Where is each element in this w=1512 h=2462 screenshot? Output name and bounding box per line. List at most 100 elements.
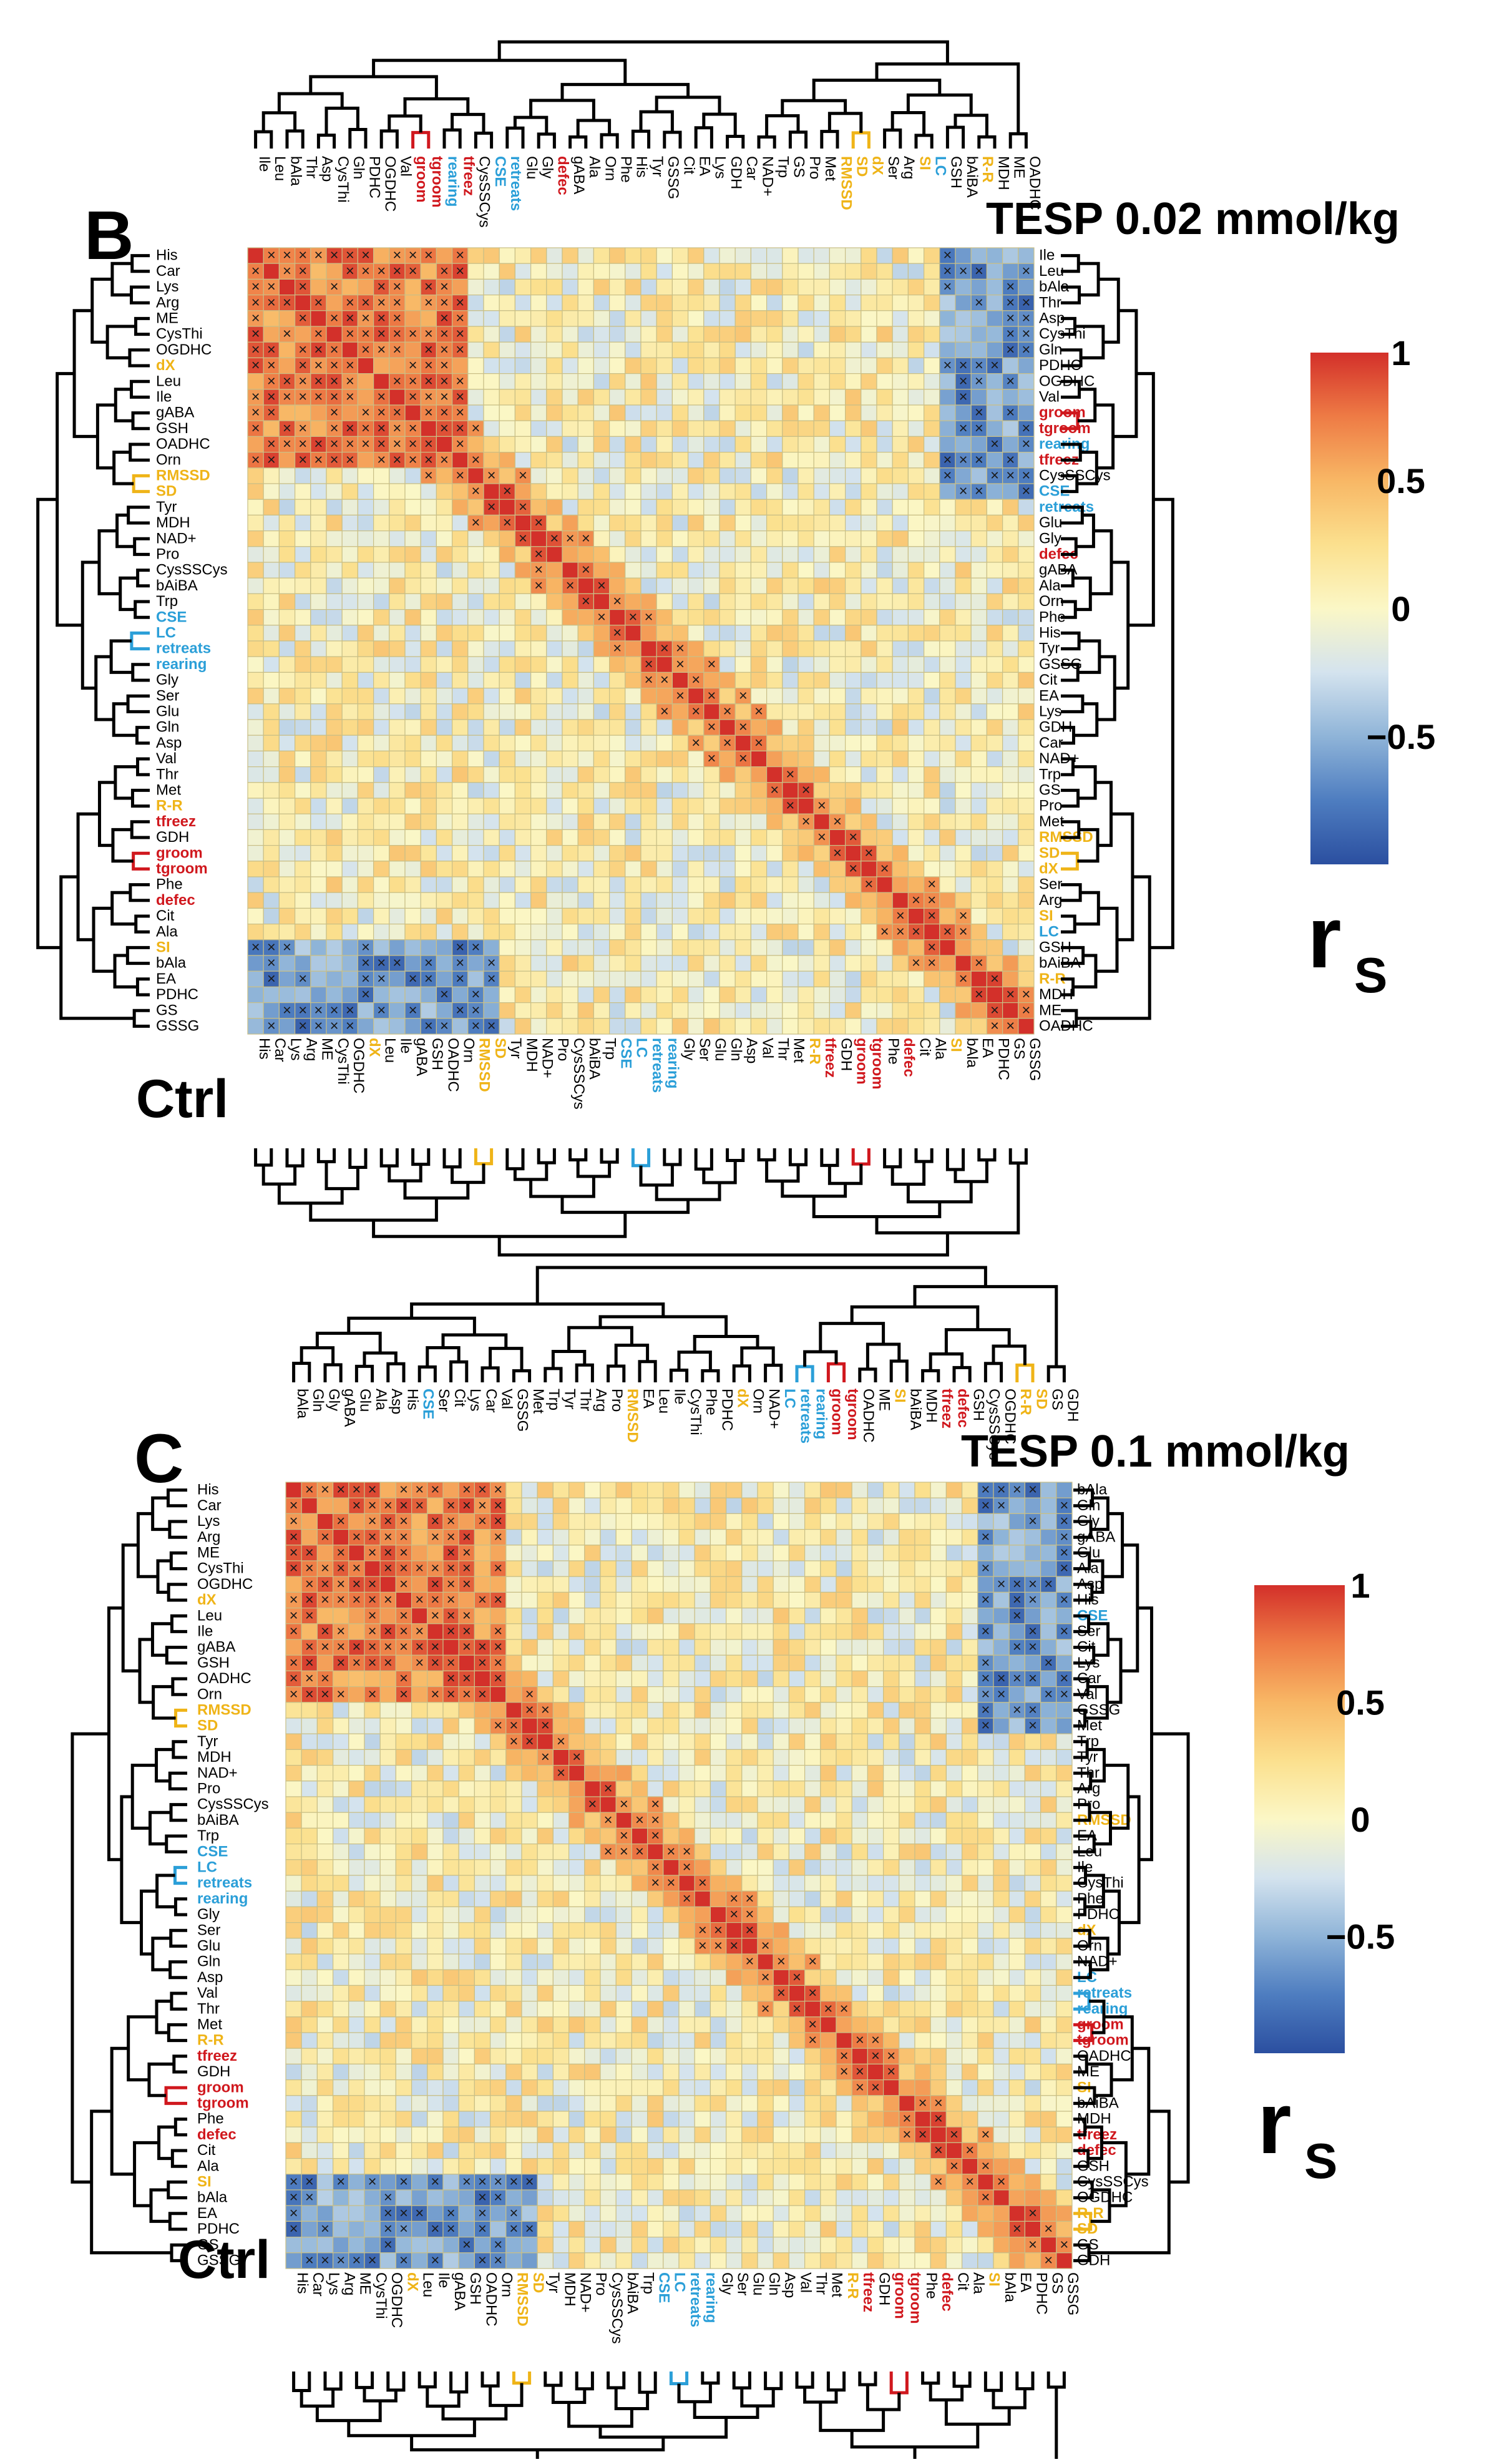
heatmap-cell [451,530,469,547]
heatmap-cell [326,608,343,626]
heatmap-cell [955,813,972,830]
heatmap-cell [656,295,673,311]
significance-mark: × [447,1513,456,1530]
heatmap-cell [427,1733,444,1750]
significance-mark: × [691,703,700,720]
heatmap-cell [671,483,689,500]
heatmap-cell [907,310,925,327]
heatmap-cell [467,357,484,374]
heatmap-cell [678,1733,695,1750]
heatmap-cell [757,1859,774,1876]
heatmap-cell [993,1702,1010,1719]
significance-mark: × [981,1623,990,1639]
heatmap-cell [364,1812,381,1829]
heatmap-cell [725,1781,743,1797]
heatmap-cell [483,640,500,657]
heatmap-cell [914,1591,931,1609]
heatmap-cell [719,656,736,673]
heatmap-cell [615,1890,633,1907]
heatmap-cell [615,1906,633,1923]
heatmap-cell [608,483,626,500]
heatmap-cell [694,1686,711,1703]
heatmap-cell [530,703,547,720]
significance-mark: × [959,420,968,437]
heatmap-cell [970,766,987,783]
heatmap-cell [326,656,343,673]
heatmap-cell [615,1938,633,1955]
significance-mark: × [456,341,464,358]
heatmap-cell [404,530,421,547]
heatmap-cell [530,986,547,1004]
heatmap-cell [489,1844,507,1860]
significance-mark: × [321,1670,329,1687]
heatmap-cell [247,546,264,563]
heatmap-cell [710,1717,727,1734]
significance-mark: × [802,781,811,798]
heatmap-cell [907,656,925,673]
heatmap-cell [341,939,359,956]
heatmap-cell [1002,263,1019,280]
significance-mark: × [462,1686,471,1702]
heatmap-cell [782,735,799,751]
heatmap-cell [373,357,390,374]
significance-mark: × [1022,436,1030,452]
significance-mark: × [456,294,464,311]
heatmap-cell [955,625,972,642]
heatmap-cell [521,1765,538,1782]
heatmap-cell [357,546,374,563]
heatmap-cell [671,735,689,751]
heatmap-cell [364,1906,381,1923]
significance-mark: × [321,1576,329,1593]
significance-mark: × [314,341,323,358]
heatmap-cell [986,389,1003,406]
heatmap-cell [404,939,421,956]
significance-mark: × [409,1002,417,1019]
heatmap-cell [537,1859,554,1876]
heatmap-cell [797,640,814,657]
heatmap-cell [892,703,909,720]
dendrogram-branch [945,125,965,149]
significance-mark: × [377,451,386,468]
heatmap-cell [247,278,264,296]
heatmap-cell [986,829,1003,846]
heatmap-cell [844,703,862,720]
heatmap-cell [945,1717,963,1734]
significance-mark: × [714,1922,723,1938]
heatmap-cell [295,467,311,484]
heatmap-cell [820,1890,837,1907]
heatmap-cell [348,1906,365,1923]
heatmap-cell [395,1938,412,1955]
heatmap-cell [247,562,264,579]
heatmap-cell [750,955,768,972]
heatmap-cell [703,608,720,626]
dendrogram-branch [600,133,619,149]
heatmap-cell [357,703,374,720]
heatmap-cell [247,955,264,972]
heatmap-cell [278,577,296,595]
heatmap-cell [1056,1812,1073,1829]
heatmap-cell [750,782,768,799]
significance-mark: × [399,1528,408,1545]
significance-mark: × [1028,1513,1037,1530]
heatmap-cell [1040,1781,1057,1797]
heatmap-cell [295,326,311,343]
heatmap-cell [914,1482,931,1498]
dendrogram-branch [76,812,100,942]
heatmap-cell [584,1639,601,1656]
heatmap-cell [694,1529,711,1546]
heatmap-cell [577,451,595,469]
heatmap-cell [373,687,390,705]
heatmap-cell [861,986,877,1004]
heatmap-cell [829,829,846,846]
heatmap-cell [671,436,689,453]
heatmap-cell [316,1702,334,1719]
heatmap-cell [562,420,578,437]
heatmap-cell [514,373,532,390]
heatmap-cell [1024,1938,1041,1955]
heatmap-cell [766,467,783,484]
heatmap-cell [1056,1765,1073,1782]
heatmap-cell [703,876,720,893]
heatmap-cell [703,530,720,547]
heatmap-cell [851,1702,868,1719]
heatmap-cell [608,295,626,311]
